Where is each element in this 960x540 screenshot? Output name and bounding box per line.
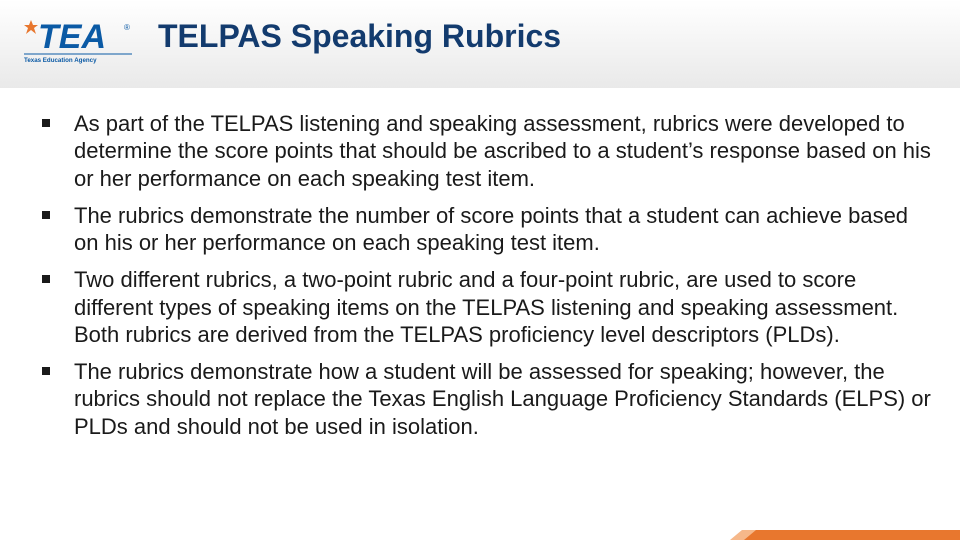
- logo-main-text: TEA: [38, 18, 106, 56]
- logo-reg: ®: [124, 23, 130, 32]
- accent-shape-dark: [740, 530, 960, 540]
- slide: TEA ® Texas Education Agency TELPAS Spea…: [0, 0, 960, 540]
- tea-logo: TEA ® Texas Education Agency: [24, 18, 134, 66]
- bullet-list: As part of the TELPAS listening and spea…: [34, 110, 936, 440]
- corner-accent: [730, 524, 960, 540]
- star-icon: [24, 20, 38, 34]
- slide-title: TELPAS Speaking Rubrics: [158, 18, 561, 55]
- logo-subtext: Texas Education Agency: [24, 57, 97, 64]
- bullet-item: The rubrics demonstrate how a student wi…: [34, 358, 936, 440]
- content-area: As part of the TELPAS listening and spea…: [34, 110, 936, 450]
- bullet-item: Two different rubrics, a two-point rubri…: [34, 266, 936, 348]
- bullet-item: The rubrics demonstrate the number of sc…: [34, 202, 936, 257]
- bullet-item: As part of the TELPAS listening and spea…: [34, 110, 936, 192]
